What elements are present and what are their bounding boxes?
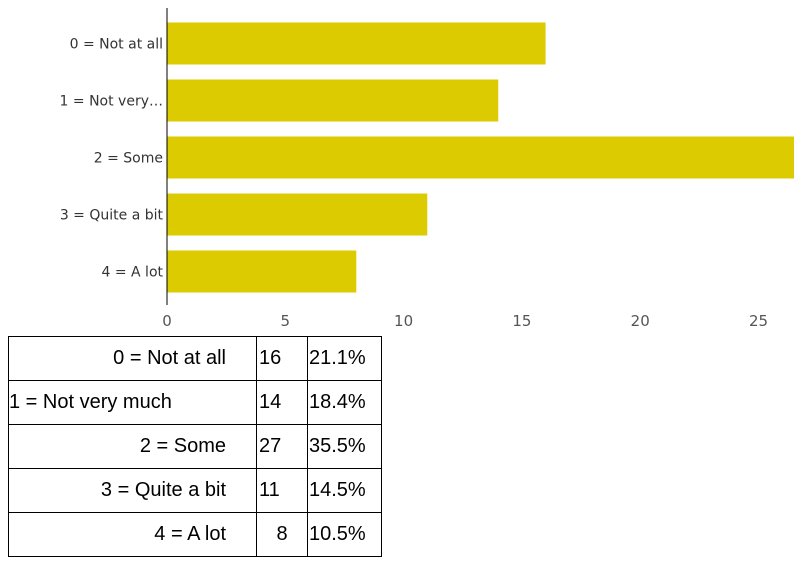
row-percent: 14.5% — [307, 468, 382, 513]
row-count: 8 — [256, 512, 308, 557]
x-tick-label: 10 — [394, 312, 413, 330]
table-row: 3 = Quite a bit 11 14.5% — [8, 468, 382, 513]
row-label: 4 = A lot — [8, 512, 257, 557]
summary-table: 0 = Not at all 16 21.1% 1 = Not very muc… — [8, 336, 382, 557]
bar — [167, 79, 499, 122]
category-label: 0 = Not at all — [70, 37, 163, 53]
x-tick-label: 5 — [281, 312, 291, 330]
x-tick-label: 15 — [512, 312, 531, 330]
row-count: 16 — [256, 336, 308, 381]
row-count: 11 — [256, 468, 308, 513]
row-percent: 21.1% — [307, 336, 382, 381]
category-label: 4 = A lot — [101, 265, 163, 281]
x-tick-label: 20 — [631, 312, 650, 330]
table-row: 4 = A lot 8 10.5% — [8, 512, 382, 557]
row-count: 14 — [256, 380, 308, 425]
table-row: 2 = Some 27 35.5% — [8, 424, 382, 469]
category-label: 2 = Some — [94, 151, 163, 167]
table-row: 1 = Not very much 14 18.4% — [8, 380, 382, 425]
row-count: 27 — [256, 424, 308, 469]
bar — [167, 22, 546, 65]
row-label: 1 = Not very much — [8, 380, 257, 425]
row-label: 0 = Not at all — [8, 336, 257, 381]
bar — [167, 136, 794, 179]
bar — [167, 250, 357, 293]
x-tick-label: 25 — [749, 312, 768, 330]
category-label: 3 = Quite a bit — [60, 208, 164, 224]
table-row: 0 = Not at all 16 21.1% — [8, 336, 382, 381]
row-percent: 35.5% — [307, 424, 382, 469]
x-tick-label: 0 — [162, 312, 172, 330]
row-percent: 18.4% — [307, 380, 382, 425]
row-percent: 10.5% — [307, 512, 382, 557]
row-label: 2 = Some — [8, 424, 257, 469]
bar — [167, 193, 428, 236]
category-label: 1 = Not very… — [60, 94, 163, 110]
row-label: 3 = Quite a bit — [8, 468, 257, 513]
bar-chart: 0 = Not at all 1 = Not very… 2 = Some 3 = Q… — [60, 8, 794, 330]
